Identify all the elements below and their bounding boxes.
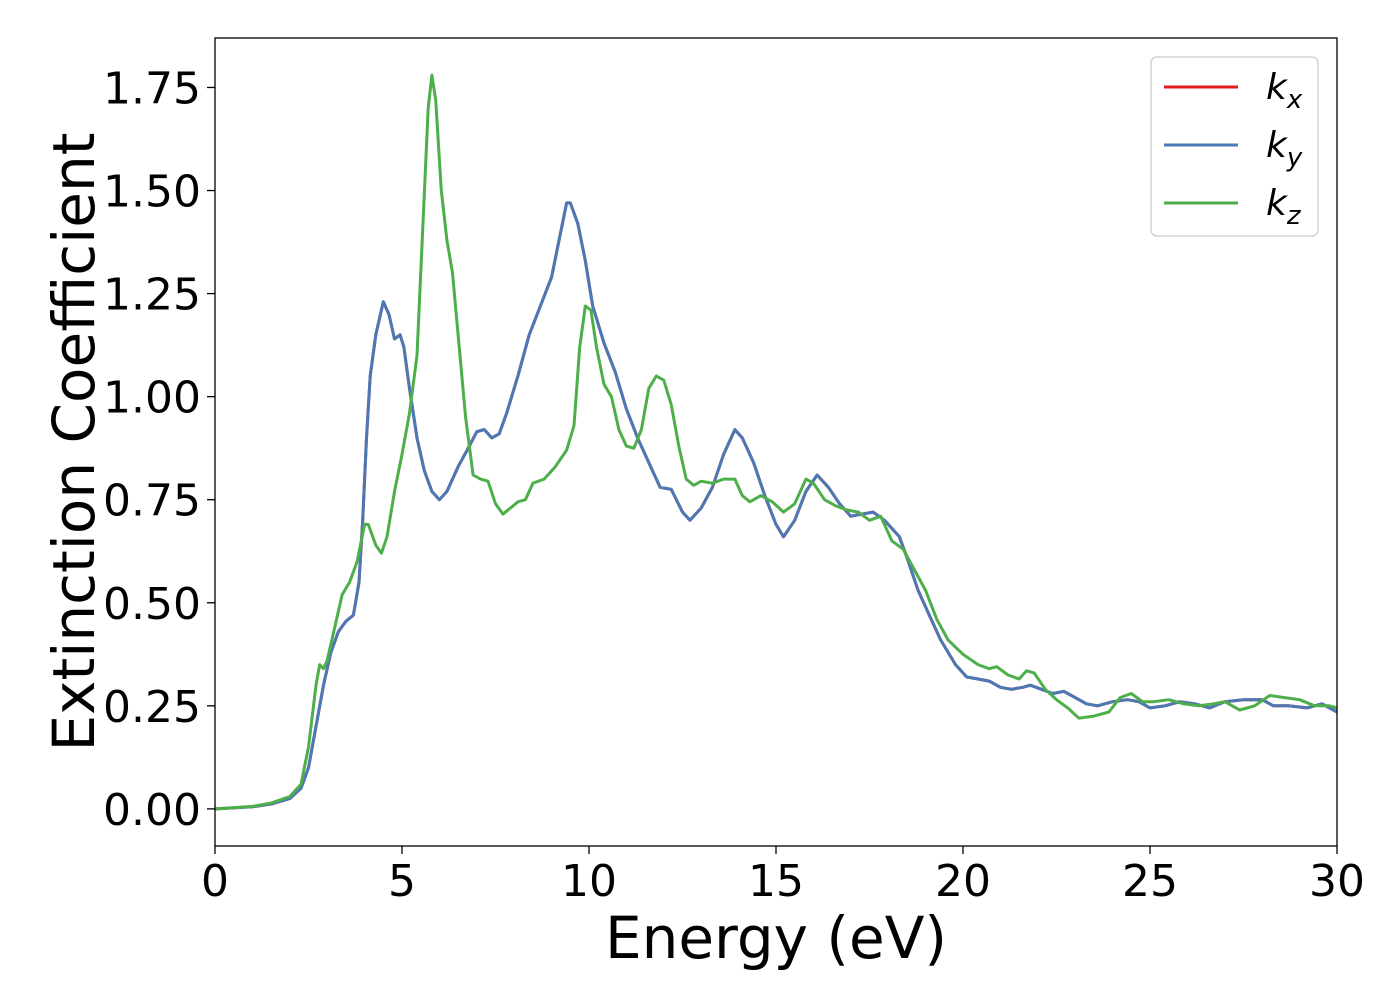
legend-label: kz [1266,183,1302,231]
x-tick-label: 15 [748,856,804,907]
y-tick-label: 0.00 [103,785,201,836]
legend-label: kx [1266,67,1303,115]
series-line-kz [215,73,1337,811]
x-tick-label: 10 [561,856,617,907]
x-tick-label: 20 [935,856,991,907]
series-line-ky [215,201,1337,811]
legend-label: ky [1266,125,1303,173]
y-tick-label: 1.75 [103,63,201,114]
x-tick-label: 30 [1309,856,1365,907]
x-axis: 0 5 10 15 20 25 30 [201,846,1365,907]
x-axis-title: Energy (eV) [605,904,947,972]
y-axis: 0.00 0.25 0.50 0.75 1.00 1.25 1.50 1.75 [103,63,215,836]
y-tick-label: 1.25 [103,270,201,321]
y-axis-title: Extinction Coefficient [40,133,108,752]
x-tick-label: 0 [201,856,229,907]
legend: kx ky kz [1150,56,1319,237]
y-tick-label: 1.50 [103,167,201,218]
series-layer [215,73,1337,811]
y-tick-label: 0.50 [103,579,201,630]
y-tick-label: 0.25 [103,682,201,733]
y-tick-label: 0.75 [103,476,201,527]
y-tick-label: 1.00 [103,373,201,424]
x-tick-label: 25 [1122,856,1178,907]
x-tick-label: 5 [388,856,416,907]
